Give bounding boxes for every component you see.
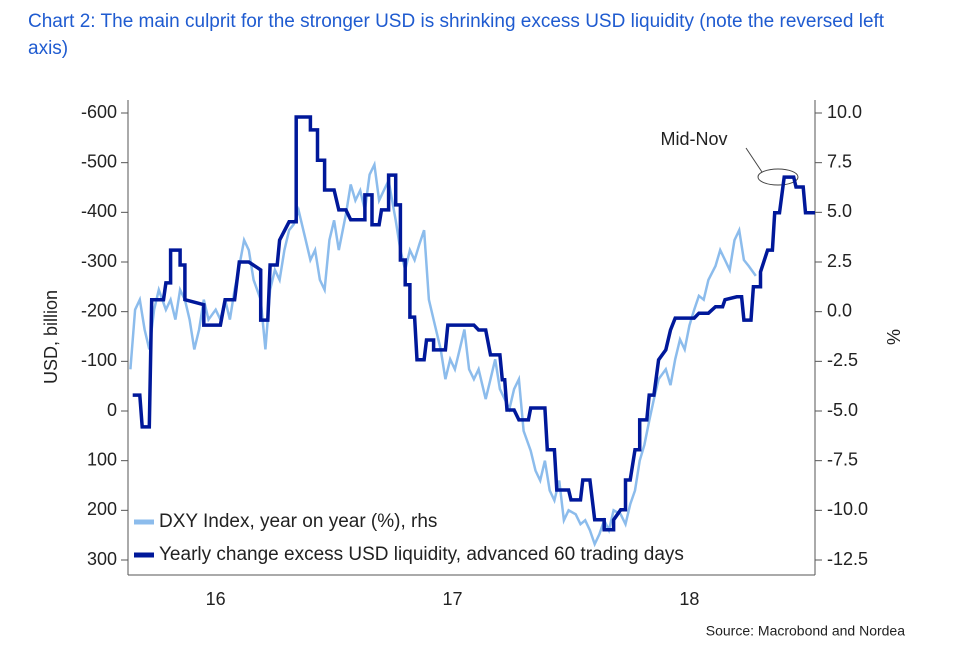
annotation-ellipse xyxy=(757,168,799,186)
y2-tick-label: 7.5 xyxy=(827,151,852,171)
chart-title: Chart 2: The main culprit for the strong… xyxy=(28,11,885,59)
y-tick-label: -600 xyxy=(81,102,117,122)
legend-entry: DXY Index, year on year (%), rhs xyxy=(159,511,437,532)
series-line xyxy=(132,115,815,532)
y2-tick-label: 2.5 xyxy=(827,251,852,271)
legend-entry: Yearly change excess USD liquidity, adva… xyxy=(159,544,684,565)
y2-tick-label: -12.5 xyxy=(827,549,868,569)
y-tick-label: -200 xyxy=(81,300,117,320)
y2-tick-label: -10.0 xyxy=(827,499,868,519)
y2-tick-label: 0.0 xyxy=(827,300,852,320)
y-tick-label: -400 xyxy=(81,201,117,221)
y-tick-label: 300 xyxy=(87,549,117,569)
y2-tick-label: 5.0 xyxy=(827,201,852,221)
x-tick-label: 17 xyxy=(443,589,463,609)
y-tick-label: -100 xyxy=(81,350,117,370)
y-tick-label: -300 xyxy=(81,251,117,271)
y-axis-label: USD, billion xyxy=(41,290,61,384)
source: Source: Macrobond and Nordea xyxy=(706,623,905,639)
plot-area xyxy=(129,115,815,548)
y2-tick-label: 10.0 xyxy=(827,102,862,122)
y2-tick-label: -7.5 xyxy=(827,449,858,469)
y-tick-label: -500 xyxy=(81,151,117,171)
y-tick-label: 100 xyxy=(87,449,117,469)
y-tick-label: 0 xyxy=(107,400,117,420)
annotation: Mid-Nov xyxy=(660,129,727,149)
y2-tick-label: -5.0 xyxy=(827,400,858,420)
annotation-line xyxy=(745,147,763,173)
x-tick-label: 18 xyxy=(679,589,699,609)
y2-axis-label: % xyxy=(884,329,904,345)
y2-tick-label: -2.5 xyxy=(827,350,858,370)
y-tick-label: 200 xyxy=(87,499,117,519)
x-tick-label: 16 xyxy=(206,589,226,609)
